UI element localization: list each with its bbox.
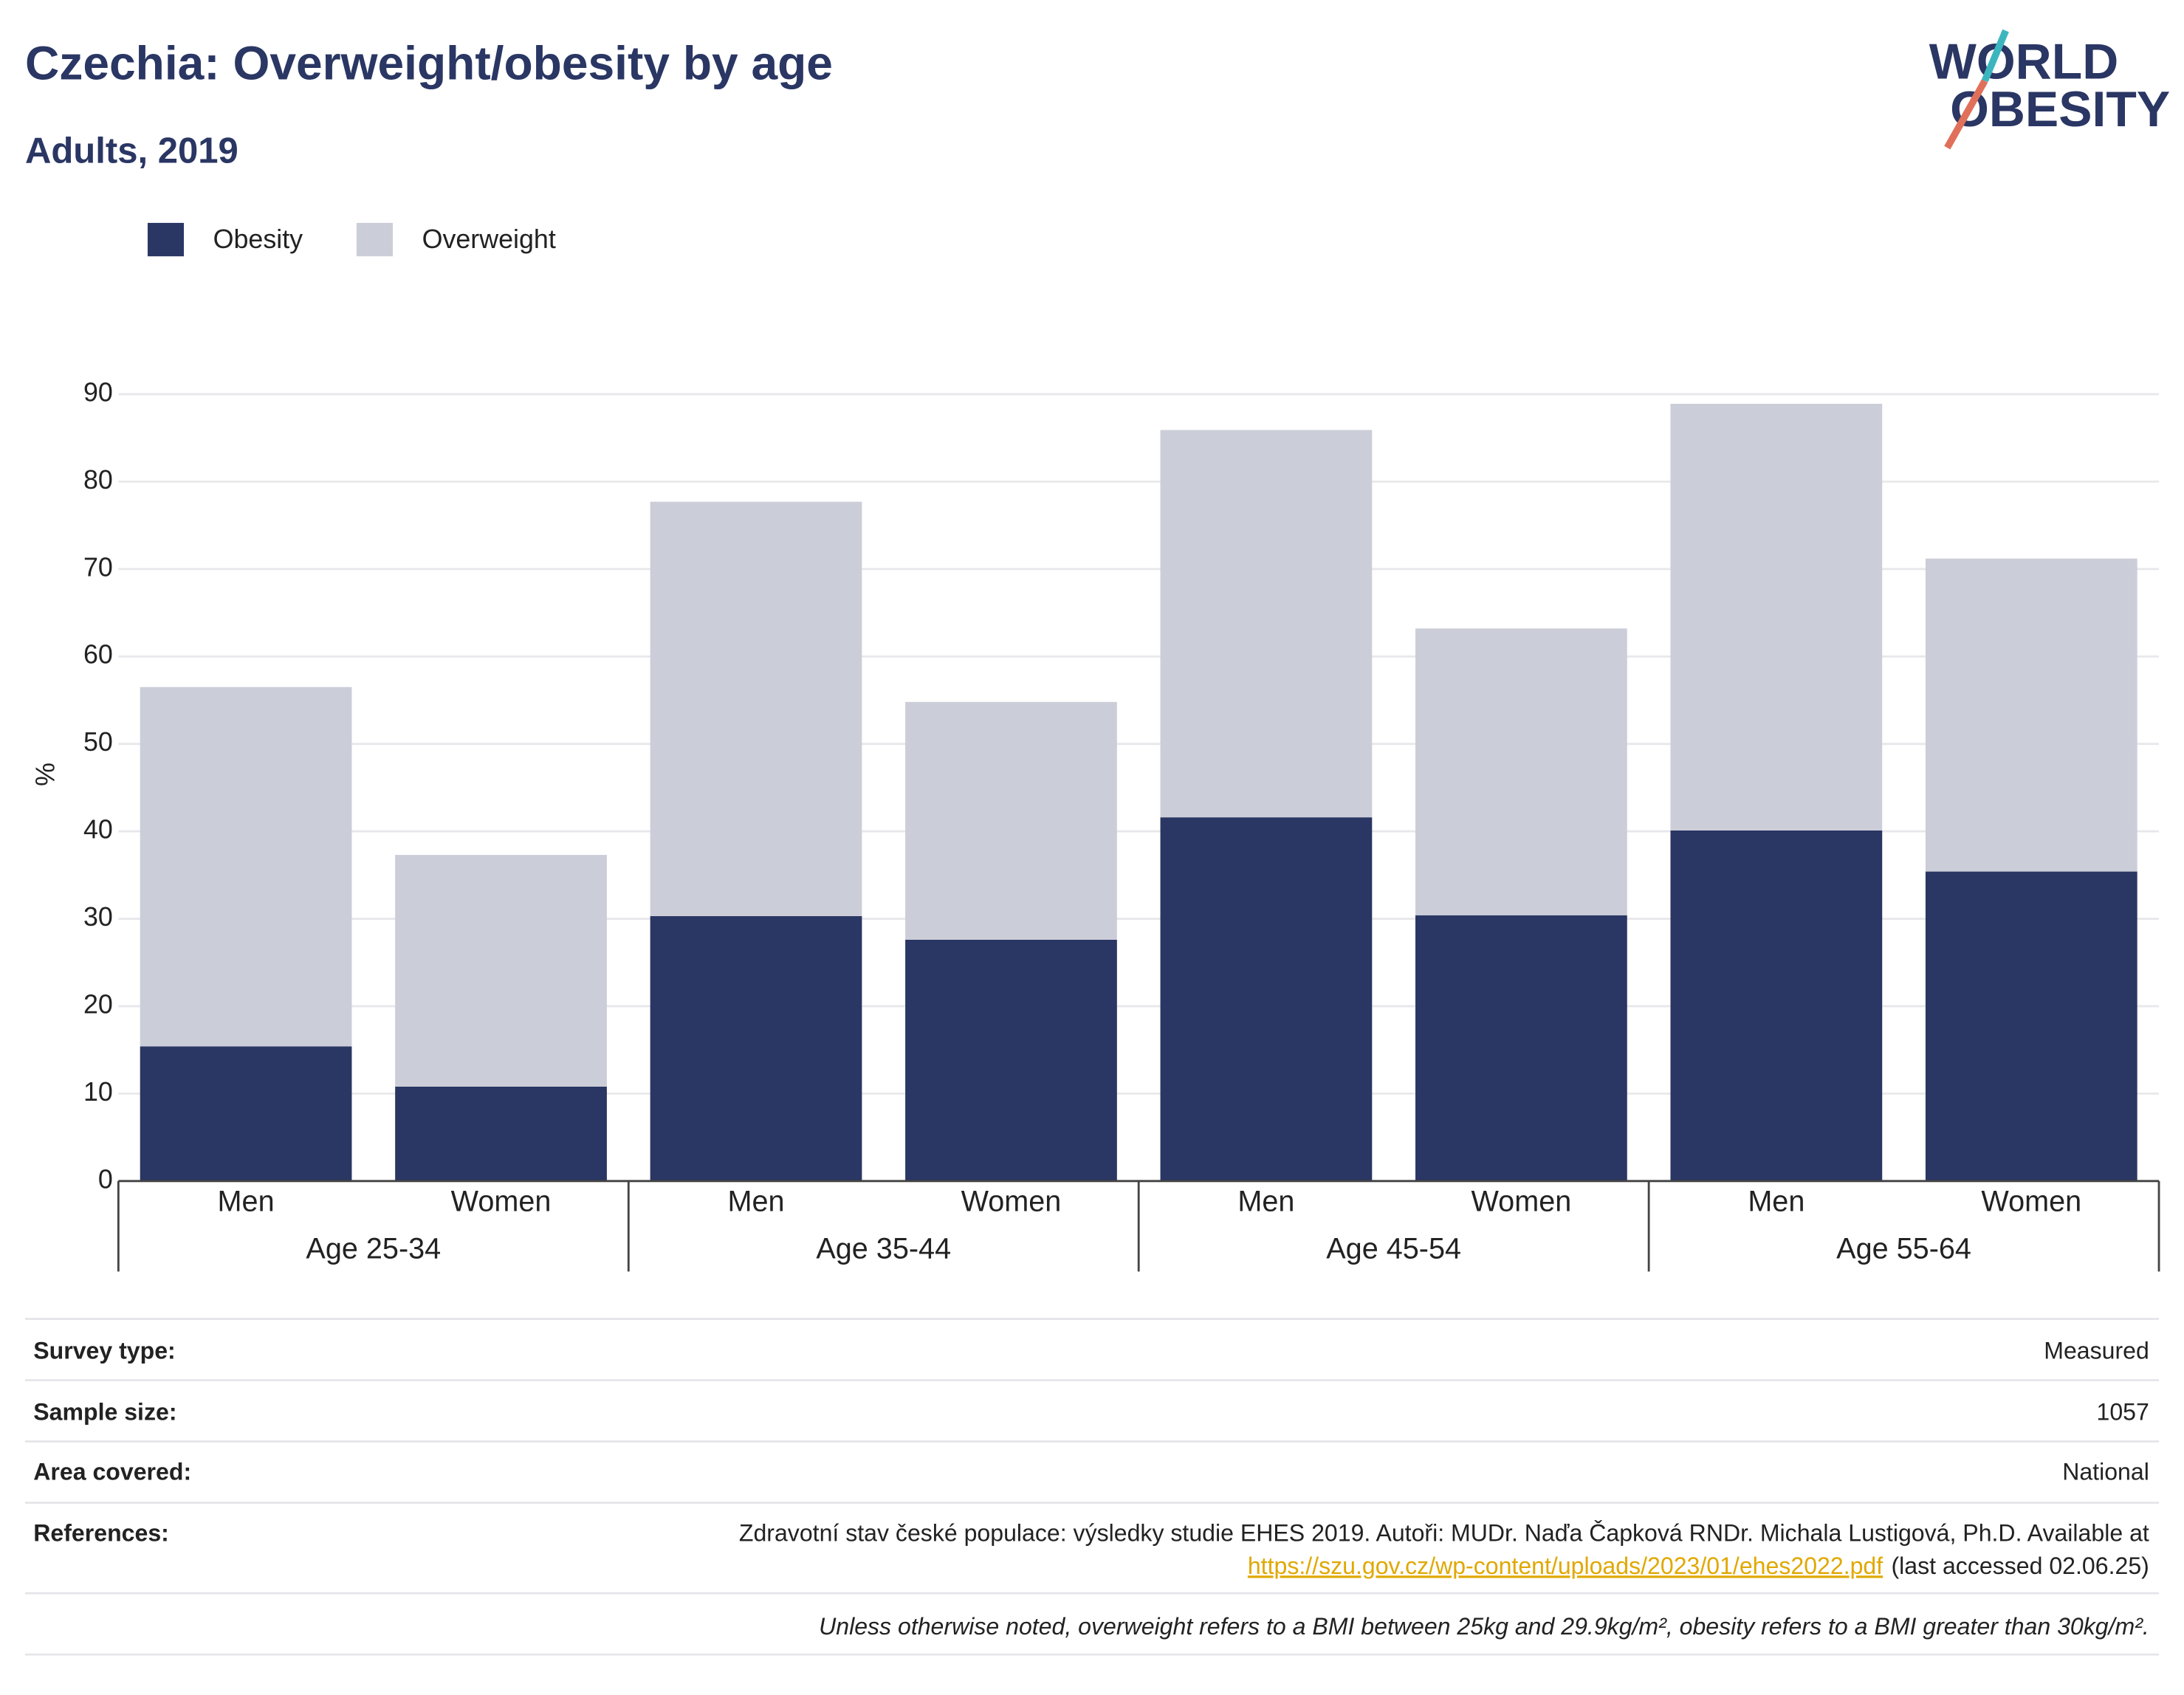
y-tick-label: 40 bbox=[83, 815, 113, 845]
table-key: References: bbox=[33, 1519, 169, 1546]
logo-line: OBESITY bbox=[1950, 82, 2170, 137]
x-tick-label: Women bbox=[1472, 1185, 1572, 1217]
x-tick-label: Women bbox=[1981, 1185, 2081, 1217]
reference-suffix: (last accessed 02.06.25) bbox=[1892, 1553, 2149, 1580]
bar-segment bbox=[140, 687, 352, 1047]
x-tick-label: Women bbox=[451, 1185, 552, 1217]
bar-segment bbox=[905, 701, 1117, 940]
y-tick-label: 10 bbox=[83, 1077, 113, 1107]
y-tick-label: 60 bbox=[83, 640, 113, 670]
table-key: Area covered: bbox=[33, 1458, 191, 1485]
bar-segment bbox=[140, 1046, 352, 1181]
reference-line: https://szu.gov.cz/wp-content/uploads/20… bbox=[1248, 1553, 2149, 1580]
chart-title: Czechia: Overweight/obesity by age bbox=[25, 37, 833, 90]
y-tick-label: 70 bbox=[83, 552, 113, 582]
table-value: 1057 bbox=[2097, 1398, 2149, 1425]
chart-subtitle: Adults, 2019 bbox=[25, 131, 238, 171]
logo-line: WORLD bbox=[1929, 35, 2118, 90]
group-label: Age 35-44 bbox=[816, 1233, 951, 1265]
x-tick-label: Women bbox=[961, 1185, 1062, 1217]
table-value: National bbox=[2062, 1458, 2149, 1485]
bar-segment bbox=[1415, 628, 1627, 915]
reference-link[interactable]: https://szu.gov.cz/wp-content/uploads/20… bbox=[1248, 1553, 1883, 1580]
legend-label: Obesity bbox=[213, 224, 303, 254]
legend-swatch bbox=[356, 222, 393, 257]
logo: WORLD OBESITY bbox=[1929, 29, 2170, 150]
bar-segment bbox=[1670, 830, 1883, 1181]
info-table: References: Zdravotní stav české populac… bbox=[33, 1519, 2149, 1639]
y-tick-label: 90 bbox=[83, 377, 113, 407]
x-tick-label: Men bbox=[1748, 1185, 1804, 1217]
logo-slash bbox=[1944, 79, 1988, 150]
legend-label: Overweight bbox=[422, 224, 556, 254]
table-value: Measured bbox=[2044, 1337, 2149, 1364]
reference-text: Zdravotní stav české populace: výsledky … bbox=[739, 1519, 2149, 1546]
note: Unless otherwise noted, overweight refer… bbox=[819, 1613, 2149, 1640]
bar-segment bbox=[395, 855, 607, 1087]
y-tick-label: 50 bbox=[83, 727, 113, 757]
y-tick-label: 0 bbox=[98, 1164, 113, 1194]
table-key: Sample size: bbox=[33, 1398, 176, 1425]
x-tick-label: Men bbox=[727, 1185, 784, 1217]
group-label: Age 55-64 bbox=[1836, 1233, 1971, 1265]
bar-segment bbox=[1160, 430, 1373, 818]
bar-segment bbox=[1925, 558, 2137, 872]
table-key: Survey type: bbox=[33, 1337, 175, 1364]
bar-segment bbox=[1415, 915, 1627, 1181]
bar-segment bbox=[395, 1086, 607, 1181]
group-label: Age 25-34 bbox=[306, 1233, 441, 1265]
y-tick-label: 30 bbox=[83, 902, 113, 932]
y-axis-label: % bbox=[31, 763, 61, 786]
y-tick-label: 20 bbox=[83, 989, 113, 1019]
y-tick-label: 80 bbox=[83, 465, 113, 495]
bar-segment bbox=[650, 501, 862, 916]
legend-swatch bbox=[147, 222, 185, 257]
bar-segment bbox=[1670, 403, 1883, 831]
group-label: Age 45-54 bbox=[1326, 1233, 1461, 1265]
bar-segment bbox=[1925, 871, 2137, 1181]
x-tick-label: Men bbox=[218, 1185, 275, 1217]
bar-segment bbox=[650, 915, 862, 1181]
logo-slash bbox=[1981, 29, 2009, 83]
bar-segment bbox=[905, 939, 1117, 1181]
x-tick-label: Men bbox=[1237, 1185, 1294, 1217]
bar-segment bbox=[1160, 817, 1373, 1181]
